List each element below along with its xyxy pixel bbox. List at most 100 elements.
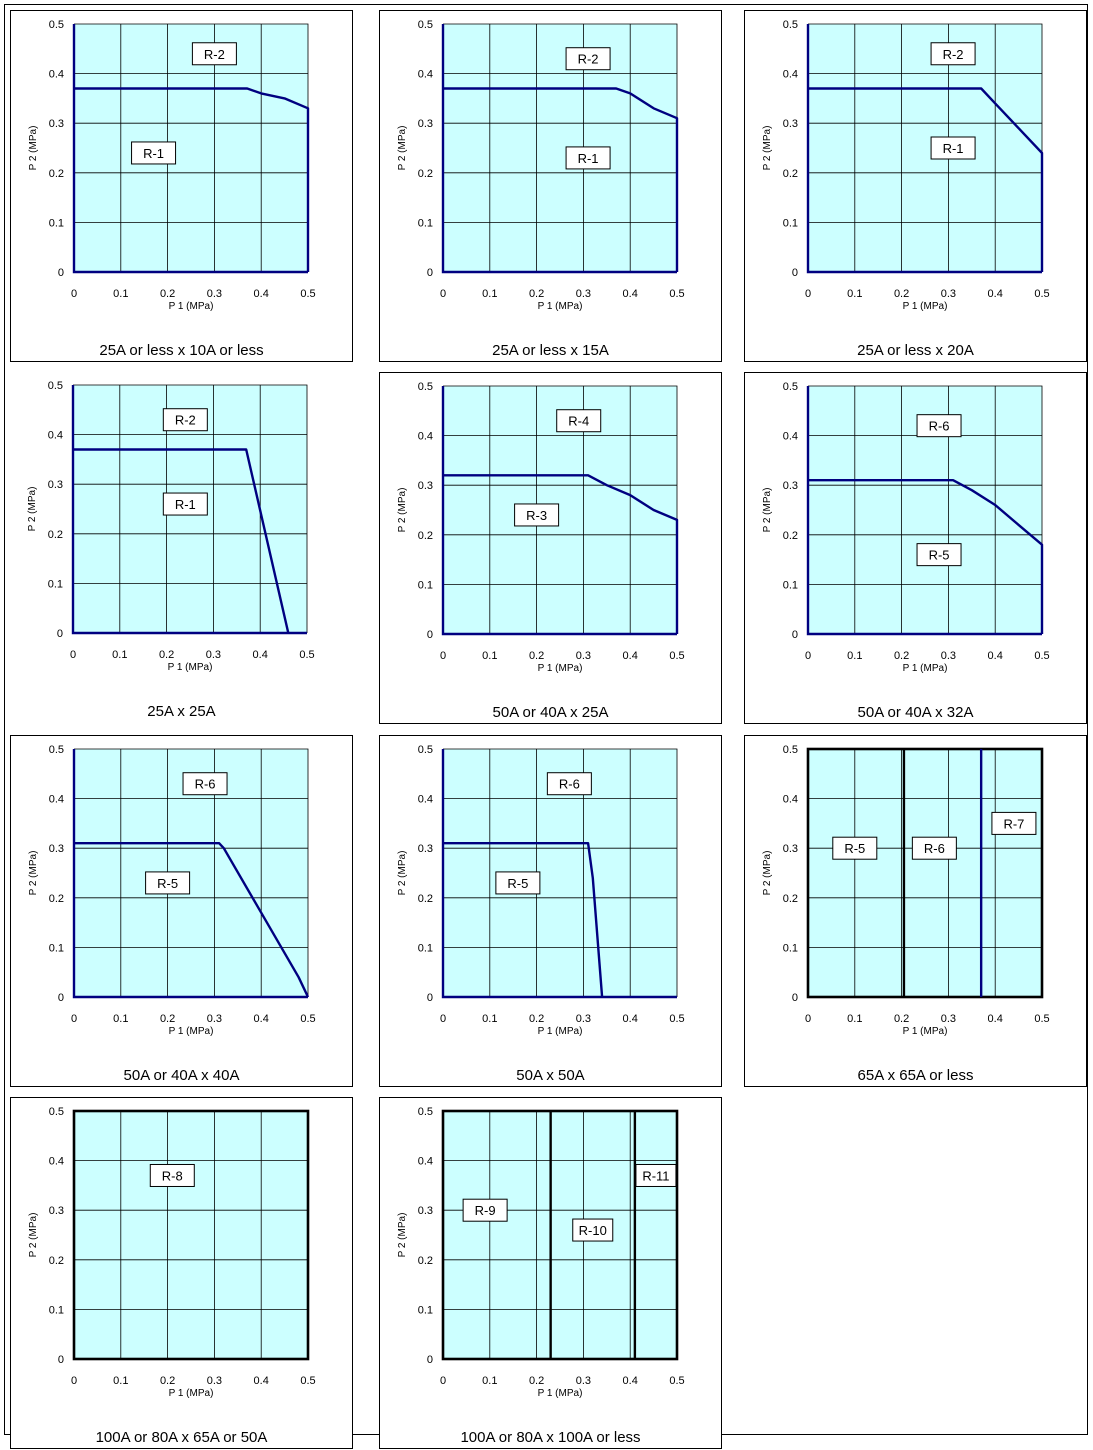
region-label-box (546, 772, 592, 796)
y-tick-label: 0.1 (48, 578, 63, 590)
x-tick-label: 0.4 (254, 1375, 269, 1387)
x-tick-label: 0 (805, 650, 811, 662)
region-label-box (572, 1218, 614, 1242)
region-label: R-1 (930, 136, 976, 160)
chart-svg: 0 0.1 0.2 0.3 0.4 0.5 0 0.1 0.2 0.3 0.4 0.5 P 1 (MPa… (27, 380, 315, 673)
y-tick-label: 0.4 (48, 430, 63, 442)
region-label: R-2 (930, 42, 976, 66)
region-label-box (916, 414, 962, 438)
y-tick-label: 0.1 (783, 579, 798, 591)
x-tick-label: 0.5 (300, 1013, 315, 1025)
region-label-text: R-1 (143, 146, 164, 161)
region-label-box (916, 543, 962, 567)
region-boundary-curve (443, 87, 679, 272)
chart-panel: 0 0.1 0.2 0.3 0.4 0.5 0 0.1 0.2 0.3 0.4 0.5 P 1 (MPa… (10, 372, 353, 724)
chart-panel: 0 0.1 0.2 0.3 0.4 0.5 0 0.1 0.2 0.3 0.4 0.5 P 1 (MPa… (379, 1097, 722, 1449)
y-tick-label: 0 (792, 267, 798, 279)
chart-caption: 50A or 40A x 25A (380, 704, 721, 721)
y-tick-label: 0.5 (418, 381, 433, 393)
region-label-box (182, 772, 228, 796)
y-tick-label: 0.1 (418, 217, 433, 229)
x-tick-label: 0 (70, 649, 76, 661)
x-tick-label: 0.3 (941, 1013, 956, 1025)
region-label-box (556, 409, 602, 433)
region-label-box (911, 836, 957, 860)
region-boundary-curve (74, 841, 310, 998)
x-tick-label: 0.4 (253, 649, 268, 661)
x-tick-label: 0 (71, 1375, 77, 1387)
region-label-box (191, 42, 237, 66)
region-label-text: R-6 (924, 841, 945, 856)
x-tick-label: 0.2 (159, 649, 174, 661)
region-label: R-5 (495, 871, 541, 895)
region-label-text: R-8 (162, 1168, 183, 1183)
y-axis-label: P 2 (MPa) (27, 487, 38, 532)
region-label-box (162, 492, 208, 516)
x-tick-label: 0.2 (160, 1013, 175, 1025)
y-tick-label: 0.2 (418, 893, 433, 905)
chart-caption: 50A or 40A x 40A (11, 1067, 352, 1084)
region-label-box (462, 1198, 508, 1222)
x-axis-label: P 1 (MPa) (169, 1026, 214, 1037)
chart-caption: 25A or less x 10A or less (11, 342, 352, 359)
x-tick-label: 0.1 (847, 288, 862, 300)
x-tick-label: 0.3 (576, 1013, 591, 1025)
x-tick-label: 0 (805, 1013, 811, 1025)
y-axis-label: P 2 (MPa) (397, 1213, 408, 1258)
y-tick-label: 0.2 (783, 168, 798, 180)
chart-caption: 50A x 50A (380, 1067, 721, 1084)
x-tick-label: 0.1 (847, 650, 862, 662)
chart-panel: 0 0.1 0.2 0.3 0.4 0.5 0 0.1 0.2 0.3 0.4 0.5 P 1 (MPa… (744, 735, 1087, 1087)
y-axis-label: P 2 (MPa) (762, 851, 773, 896)
region-label: R-7 (991, 811, 1037, 835)
axis-line (441, 24, 677, 274)
region-label-text: R-2 (204, 47, 225, 62)
x-tick-label: 0.4 (623, 1013, 638, 1025)
region-label-box (565, 146, 611, 170)
y-tick-label: 0 (427, 629, 433, 641)
y-tick-label: 0.1 (418, 1304, 433, 1316)
x-tick-label: 0.3 (207, 1375, 222, 1387)
region-label-box (930, 136, 976, 160)
region-label-text: R-4 (568, 414, 589, 429)
y-tick-label: 0 (792, 629, 798, 641)
region-label-box (149, 1163, 195, 1187)
x-tick-label: 0.5 (669, 1013, 684, 1025)
region-boundary-curve (74, 87, 310, 272)
chart-caption: 65A x 65A or less (745, 1067, 1086, 1084)
chart-panel: 0 0.1 0.2 0.3 0.4 0.5 0 0.1 0.2 0.3 0.4 0.5 P 1 (MPa… (379, 372, 722, 724)
chart-title: 25A or less x 10A or less (95, 342, 268, 359)
chart-svg: 0 0.1 0.2 0.3 0.4 0.5 0 0.1 0.2 0.3 0.4 0.5 P 1 (MPa… (28, 19, 316, 312)
y-tick-label: 0.2 (49, 893, 64, 905)
axis-line (441, 386, 677, 636)
plot-area (808, 749, 1042, 997)
x-tick-label: 0.2 (894, 1013, 909, 1025)
region-label: R-10 (572, 1218, 614, 1242)
x-tick-label: 0 (440, 650, 446, 662)
y-tick-label: 0.3 (418, 1205, 433, 1217)
y-tick-label: 0.2 (48, 529, 63, 541)
region-label-box (991, 811, 1037, 835)
region-label-text: R-1 (943, 141, 964, 156)
x-tick-label: 0.3 (941, 288, 956, 300)
y-tick-label: 0.5 (783, 381, 798, 393)
x-tick-label: 0.2 (529, 1375, 544, 1387)
y-tick-label: 0.4 (783, 794, 798, 806)
x-axis-label: P 1 (MPa) (169, 1388, 214, 1399)
y-tick-label: 0 (57, 628, 63, 640)
y-tick-label: 0.1 (49, 942, 64, 954)
chart-grid: 0 0.1 0.2 0.3 0.4 0.5 0 0.1 0.2 0.3 0.4 0.5 P 1 (MPa… (10, 10, 1087, 1449)
x-axis-label: P 1 (MPa) (169, 301, 214, 312)
region-label: R-6 (916, 414, 962, 438)
region-label-box (565, 47, 611, 71)
x-tick-label: 0.5 (1034, 650, 1049, 662)
chart-title: 100A or 80A x 65A or 50A (91, 1429, 272, 1446)
y-tick-label: 0.4 (418, 431, 433, 443)
plot-frame (441, 1109, 679, 1361)
x-tick-label: 0.5 (300, 1375, 315, 1387)
plot-border (443, 748, 678, 997)
x-tick-label: 0.2 (529, 288, 544, 300)
region-label-box (495, 871, 541, 895)
axis-line (806, 24, 1042, 274)
y-axis-label: P 2 (MPa) (397, 488, 408, 533)
